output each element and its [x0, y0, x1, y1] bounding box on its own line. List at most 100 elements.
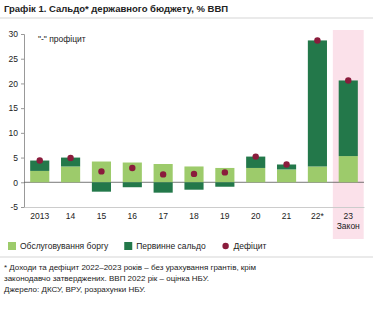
dot [283, 161, 289, 167]
bar [123, 182, 142, 187]
x-tick-label-line: 22* [311, 211, 324, 221]
y-tick: 15 [9, 103, 24, 113]
bar [308, 40, 327, 166]
dot-series [37, 37, 352, 177]
footnote: Джерело: ДКСУ, ВРУ, розрахунки НБУ. [4, 285, 146, 294]
y-tick: 0 [13, 178, 24, 188]
legend: Обслуговування боргу Первинне сальдо Дефіц… [8, 241, 267, 251]
x-tick-label-line: Закон [337, 221, 360, 231]
legend-swatch [124, 242, 132, 250]
legend-item: Обслуговування боргу [8, 241, 109, 251]
y-tick-label: 30 [9, 29, 19, 39]
x-tick: 16 [128, 207, 138, 221]
legend-label: Обслуговування боргу [20, 241, 109, 251]
y-axis-line [21, 35, 25, 208]
bar [92, 162, 111, 183]
legend-label: Первинне сальдо [136, 241, 206, 251]
bar-series [30, 40, 358, 192]
y-tick: 5 [13, 153, 24, 163]
y-tick-mark [21, 34, 24, 35]
x-tick-label: 23Закон [337, 211, 360, 231]
x-tick-label-line: 19 [220, 211, 230, 221]
y-tick-label: 10 [9, 128, 19, 138]
y-axis: -5 0 5 10 15 20 25 30 [9, 29, 25, 212]
bar [184, 166, 203, 182]
x-tick-label: 19 [220, 211, 230, 221]
chart: Графік 1. Сальдо* державного бюджету, % … [0, 0, 373, 311]
legend-swatch [222, 243, 228, 249]
bar [215, 168, 234, 182]
bar [215, 182, 234, 186]
bar [246, 168, 265, 182]
dot [345, 77, 351, 83]
dot [129, 165, 135, 171]
dot [222, 169, 228, 175]
y-tick-label: 15 [9, 103, 19, 113]
x-tick-label-line: 15 [97, 211, 107, 221]
bar [184, 182, 203, 189]
dot [191, 171, 197, 177]
legend-item: Первинне сальдо [124, 241, 206, 251]
bar [61, 166, 80, 182]
x-tick: 23Закон [337, 207, 360, 231]
annotation: "-" профіцит [38, 34, 86, 44]
x-tick-label-line: 17 [158, 211, 168, 221]
x-tick: 15 [97, 207, 107, 221]
bar [339, 80, 358, 156]
x-tick-label: 14 [66, 211, 76, 221]
legend-item: Дефіцит [222, 241, 266, 251]
x-tick-label: 21 [282, 211, 292, 221]
x-tick-label: 20 [251, 211, 261, 221]
y-tick-label: 25 [9, 54, 19, 64]
y-tick-mark [21, 83, 24, 84]
y-tick-label: 5 [13, 153, 18, 163]
x-tick-label: 15 [97, 211, 107, 221]
y-tick-mark [21, 182, 24, 183]
bar [154, 182, 173, 192]
y-tick-mark [21, 158, 24, 159]
x-tick-label: 2013 [30, 211, 49, 221]
x-tick: 20 [251, 207, 261, 221]
y-tick-mark [21, 133, 24, 134]
y-tick-label: -5 [10, 202, 18, 212]
x-tick-label-line: 18 [189, 211, 199, 221]
legend-swatch [8, 242, 16, 250]
y-tick: -5 [10, 202, 24, 212]
x-tick: 19 [220, 207, 230, 221]
dot [98, 168, 104, 174]
footnote-rule [0, 257, 373, 258]
footnote: * Доходи та дефіцит 2022–2023 років – бе… [4, 263, 256, 272]
title: Графік 1. Сальдо* державного бюджету, % … [4, 3, 228, 14]
x-axis-line [25, 207, 365, 208]
x-tick-label-line: 16 [128, 211, 138, 221]
x-tick: 14 [66, 207, 76, 221]
plot [30, 37, 358, 192]
y-tick-mark [21, 207, 24, 208]
x-tick-label-line: 20 [251, 211, 261, 221]
dot [37, 157, 43, 163]
x-tick: 21 [282, 207, 292, 221]
x-tick: 22* [311, 207, 324, 221]
bar [92, 182, 111, 191]
dot [253, 153, 259, 159]
bar [308, 166, 327, 182]
y-tick: 30 [9, 29, 24, 39]
y-tick: 10 [9, 128, 24, 138]
footnote: законодавчо затверджених. ВВП 2022 рік –… [4, 274, 209, 283]
bar [123, 163, 142, 183]
x-tick-label: 17 [158, 211, 168, 221]
bar [339, 156, 358, 182]
x-axis: 2013 14 15 16 17 18 19 20 21 22* 23Закон [25, 207, 365, 231]
y-tick-mark [21, 59, 24, 60]
bar [277, 169, 296, 182]
bar [154, 164, 173, 182]
x-tick-label-line: 2013 [30, 211, 49, 221]
dot [67, 155, 73, 161]
title-rule [0, 18, 373, 19]
legend-label: Дефіцит [234, 241, 267, 251]
x-tick-label: 18 [189, 211, 199, 221]
x-tick-label: 16 [128, 211, 138, 221]
x-tick: 17 [158, 207, 168, 221]
y-tick: 20 [9, 79, 24, 89]
x-tick: 18 [189, 207, 199, 221]
